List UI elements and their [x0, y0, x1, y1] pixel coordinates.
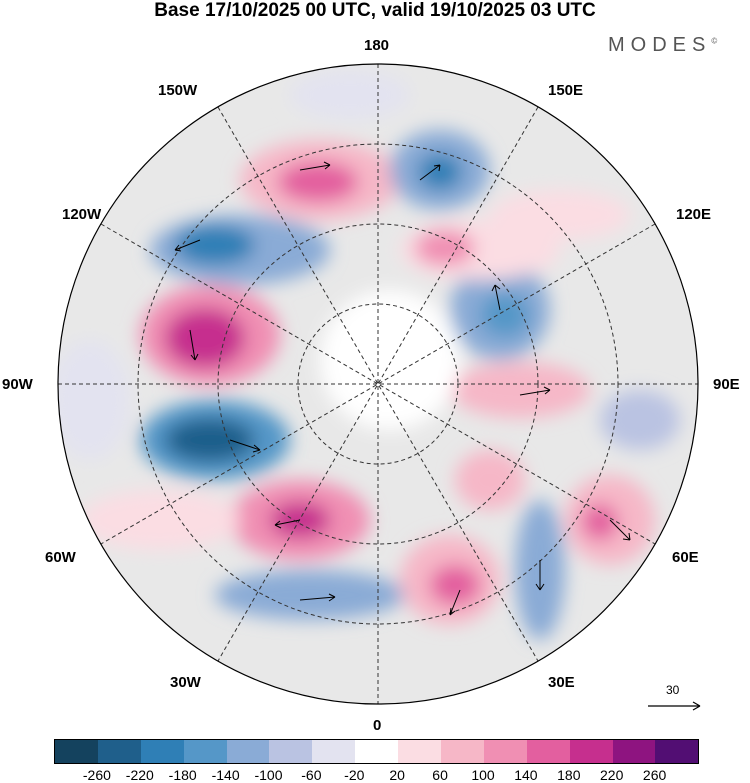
colorbar-cell — [97, 740, 141, 763]
anomaly-negative — [418, 154, 462, 190]
colorbar-tick-label: 180 — [557, 767, 581, 783]
anomaly-positive — [490, 190, 630, 240]
colorbar-tick-label: -100 — [254, 767, 283, 783]
label-120e: 120E — [676, 206, 712, 223]
label-60e: 60E — [672, 549, 699, 566]
label-60w: 60W — [45, 549, 76, 566]
anomaly-positive — [415, 230, 475, 266]
anomaly-negative — [215, 570, 405, 620]
label-120w: 120W — [62, 206, 102, 223]
colorbar-tick-label: 20 — [389, 767, 405, 783]
map-title: Base 17/10/2025 00 UTC, valid 19/10/2025… — [154, 0, 596, 21]
colorbar-cell — [526, 740, 570, 763]
anomaly-positive — [165, 308, 245, 368]
colorbar-tick-label: -220 — [125, 767, 154, 783]
colorbar-cell — [183, 740, 227, 763]
anomaly-negative — [175, 225, 255, 265]
colorbar-cell — [569, 740, 613, 763]
anomaly-positive — [430, 565, 480, 605]
reference-vector-label: 30 — [666, 683, 680, 697]
colorbar-tick-label: -140 — [211, 767, 240, 783]
anomaly-negative — [600, 390, 680, 450]
label-90w: 90W — [2, 376, 33, 393]
colorbar-tick-label: 100 — [471, 767, 495, 783]
colorbar-cell — [655, 740, 699, 763]
anomaly-negative — [165, 418, 255, 462]
reference-vector-arrow — [648, 701, 701, 711]
colorbar-tick-label: -180 — [168, 767, 197, 783]
colorbar-tick-label: 60 — [432, 767, 448, 783]
label-180: 180 — [364, 37, 390, 54]
label-150w: 150W — [158, 82, 198, 99]
colorbar-cell — [226, 740, 270, 763]
label-90e: 90E — [713, 376, 740, 393]
colorbar-cell — [312, 740, 356, 763]
colorbar-cell — [55, 740, 98, 763]
anomaly-positive — [582, 504, 618, 540]
colorbar-tick-label: 140 — [514, 767, 538, 783]
colorbar-tick-label: 260 — [642, 767, 667, 783]
graticule — [58, 64, 698, 704]
colorbar-cell — [612, 740, 656, 763]
label-150e: 150E — [548, 82, 584, 99]
anomaly-positive — [450, 362, 590, 418]
colorbar-tick-label: -20 — [344, 767, 365, 783]
label-30e: 30E — [548, 674, 575, 691]
wind-vectors — [174, 161, 631, 616]
anomaly-negative — [290, 70, 410, 120]
anomaly-positive — [80, 490, 240, 550]
colorbar-tick-label: 220 — [600, 767, 624, 783]
colorbar-tick-label: -60 — [301, 767, 322, 783]
anomaly-negative — [480, 293, 530, 337]
colorbar-cell — [140, 740, 184, 763]
colorbar — [54, 739, 700, 764]
brand-logo: MODES© — [608, 34, 718, 56]
anomaly-positive — [278, 162, 358, 202]
map-boundary — [57, 63, 699, 705]
colorbar-cell — [441, 740, 484, 763]
anomaly-negative — [58, 340, 130, 460]
colorbar-cell — [483, 740, 527, 763]
anomaly-positive — [455, 450, 525, 510]
anomaly-neutral — [320, 290, 460, 430]
colorbar-cell — [398, 740, 442, 763]
colorbar-tick-label: -260 — [82, 767, 111, 783]
label-0: 0 — [373, 717, 382, 734]
label-30w: 30W — [170, 674, 201, 691]
colorbar-cell — [269, 740, 313, 763]
colorbar-cell — [355, 740, 399, 763]
